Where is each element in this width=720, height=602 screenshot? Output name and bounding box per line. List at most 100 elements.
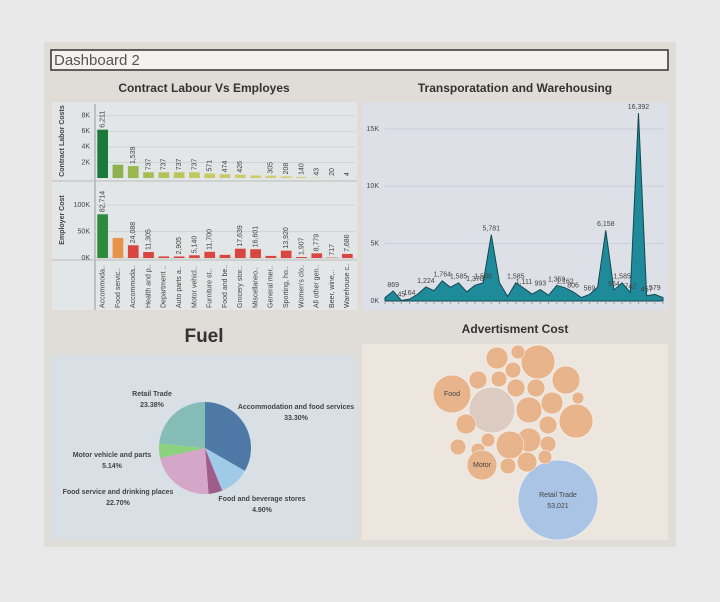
- bubble: [516, 451, 538, 473]
- slice-label: Motor vehicle and parts: [73, 452, 152, 459]
- bubble: [468, 386, 516, 434]
- data-label: 571: [207, 160, 214, 172]
- data-label: 964: [608, 281, 620, 288]
- y-tick-label: 50K: [78, 228, 91, 235]
- data-label: 305: [268, 162, 275, 174]
- bar: [234, 174, 246, 178]
- data-label: 869: [387, 282, 399, 289]
- bar: [250, 175, 261, 178]
- data-label: 24,088: [130, 222, 137, 244]
- slice-value: 5.14%: [102, 463, 123, 470]
- x-tick-label: Accommoda..: [99, 265, 106, 308]
- data-label: 7,686: [344, 234, 351, 252]
- bubble: [571, 391, 585, 405]
- data-label: 6,211: [99, 111, 106, 128]
- bar: [265, 255, 277, 258]
- chart-title: Advertisment Cost: [462, 322, 569, 336]
- data-label: 1,224: [417, 278, 435, 285]
- bar: [112, 237, 124, 258]
- data-label: 1,585: [613, 274, 631, 281]
- bubble: [504, 361, 522, 379]
- data-label: 806: [567, 283, 579, 290]
- data-label: 16,601: [252, 226, 259, 248]
- pie-slice: [205, 448, 223, 494]
- bar: [311, 253, 323, 258]
- bubble: [539, 435, 557, 453]
- slice-label: Retail Trade: [132, 391, 172, 398]
- bubble: [468, 370, 488, 390]
- data-label: 6,158: [597, 221, 615, 228]
- data-label: 43: [314, 168, 321, 176]
- slice-label: Food service and drinking places: [63, 489, 174, 496]
- x-tick-label: Accommoda..: [130, 265, 137, 308]
- data-label: 1,764: [433, 272, 451, 279]
- data-label: 17,639: [237, 225, 244, 247]
- chart-title: Fuel: [184, 326, 223, 347]
- bar: [280, 176, 292, 178]
- x-tick-label: General mer..: [268, 266, 275, 308]
- x-tick-label: Department ..: [161, 266, 168, 308]
- y-tick-label: 6K: [81, 128, 90, 135]
- bubble: [538, 415, 558, 435]
- x-tick-label: Furniture st..: [207, 269, 214, 308]
- bubble: [432, 374, 472, 414]
- y-tick-label: 0K: [81, 255, 90, 262]
- data-label: 426: [237, 161, 244, 173]
- data-label: 164: [404, 290, 416, 297]
- data-label: 140: [298, 163, 305, 175]
- bar: [219, 254, 231, 258]
- bar: [158, 172, 170, 178]
- bar: [296, 256, 307, 258]
- data-label: 1,162: [556, 279, 574, 286]
- data-label: 737: [191, 158, 198, 170]
- data-label: 208: [283, 163, 290, 175]
- bar: [97, 214, 108, 258]
- x-tick-label: All other gen..: [314, 265, 321, 308]
- data-label: 1,111: [516, 279, 533, 286]
- data-label: 474: [222, 161, 229, 173]
- y-tick-label: 100K: [74, 202, 91, 209]
- y-tick-label: 5K: [370, 240, 379, 247]
- data-label: 5,781: [483, 226, 501, 233]
- bubble: [466, 449, 498, 481]
- bubble: [540, 391, 564, 415]
- x-tick-label: Warehouse c..: [344, 263, 351, 308]
- slice-value: 22.70%: [106, 500, 131, 507]
- chart-title: Contract Labour Vs Employes: [118, 81, 290, 95]
- pie-slice: [205, 448, 245, 491]
- bubble: [551, 365, 581, 395]
- bar: [189, 172, 200, 178]
- data-label: 2,905: [176, 237, 183, 255]
- data-label: 5,140: [191, 236, 198, 254]
- x-tick-label: Miscellaneo..: [252, 267, 259, 308]
- bar: [250, 249, 261, 258]
- bar: [265, 175, 277, 178]
- data-label: 16,392: [628, 104, 650, 111]
- bubble: [517, 459, 599, 541]
- panel-bg: [362, 102, 668, 310]
- data-label: 737: [176, 158, 183, 170]
- pie-slice: [159, 443, 205, 459]
- bar: [173, 172, 185, 178]
- bubble: [449, 438, 467, 456]
- pie-slice: [205, 402, 251, 471]
- data-label: 45: [397, 291, 405, 298]
- bar: [204, 173, 216, 178]
- x-tick-label: Women's clo..: [298, 264, 305, 308]
- data-label: 1,907: [298, 237, 305, 255]
- bubble: [506, 378, 526, 398]
- bar: [97, 129, 108, 178]
- data-label: 1,539: [130, 146, 137, 164]
- x-tick-label: Auto parts a..: [176, 266, 183, 308]
- bar: [158, 256, 170, 258]
- pie-slice: [160, 448, 209, 494]
- bubble: [490, 370, 508, 388]
- bubble: [515, 396, 543, 424]
- x-tick-label: Food and be..: [222, 265, 229, 308]
- dashboard-title: Dashboard 2: [54, 52, 140, 69]
- bar: [127, 166, 139, 178]
- title-box: [50, 49, 669, 71]
- pie-slice: [159, 402, 205, 448]
- slice-value: 23.38%: [140, 402, 165, 409]
